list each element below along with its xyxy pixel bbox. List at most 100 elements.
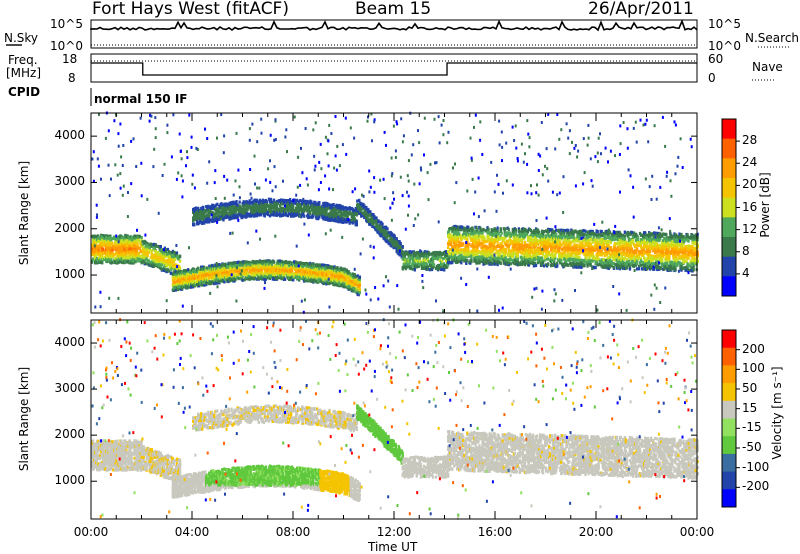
- power-lower-arc: [270, 262, 274, 267]
- power-upper-arc: [289, 198, 292, 202]
- power-lower-arc: [250, 276, 253, 280]
- power-upper-arc: [199, 220, 202, 224]
- power-transition: [164, 255, 167, 259]
- power-transition: [176, 267, 180, 271]
- power-lower-arc: [334, 280, 337, 284]
- power-lower-arc: [357, 293, 360, 297]
- power-upper-arc: [253, 200, 256, 204]
- power-transition: [152, 258, 155, 262]
- power-upper-arc: [275, 205, 279, 209]
- power-main-band-early: [101, 244, 104, 249]
- power-lower-arc: [172, 280, 176, 284]
- power-main-band-early: [138, 254, 141, 258]
- power-upper-arc: [203, 217, 206, 221]
- power-upper-arc: [301, 199, 304, 203]
- power-transition: [160, 267, 163, 271]
- power-main-band-early: [107, 236, 110, 241]
- power-upper-arc: [246, 201, 249, 205]
- power-lower-arc: [187, 270, 190, 274]
- power-lower-arc: [245, 268, 248, 272]
- power-upper-arc: [325, 213, 328, 217]
- power-lower-arc: [327, 266, 330, 270]
- power-upper-arc: [295, 211, 298, 215]
- power-upper-arc: [216, 202, 219, 206]
- power-upper-arc: [236, 203, 239, 207]
- power-upper-arc: [197, 206, 200, 210]
- power-upper-arc: [331, 206, 334, 210]
- power-upper-arc: [292, 207, 295, 211]
- velocity-colorbar-tick-label: 50: [742, 381, 758, 395]
- power-transition: [175, 255, 179, 259]
- power-main-band-early: [122, 240, 125, 244]
- power-main-band-early: [100, 233, 103, 237]
- power-upper-arc: [277, 207, 281, 211]
- power-lower-arc: [315, 277, 318, 281]
- power-upper-arc: [332, 203, 335, 207]
- power-lower-arc: [300, 262, 303, 266]
- power-lower-arc: [189, 270, 192, 274]
- power-main-band-early: [103, 236, 106, 241]
- power-upper-arc: [351, 221, 354, 225]
- station-title: Fort Hays West (fitACF): [92, 0, 289, 19]
- power-upper-arc: [195, 207, 198, 211]
- power-main-band-early: [101, 252, 104, 256]
- power-main-band-early: [105, 234, 108, 238]
- power-upper-arc: [232, 216, 235, 220]
- power-transition: [153, 263, 156, 268]
- power-upper-arc: [298, 209, 301, 213]
- power-lower-arc: [217, 270, 220, 275]
- power-main-band-early: [115, 243, 118, 247]
- power-upper-arc: [255, 214, 258, 218]
- power-lower-arc: [334, 274, 337, 278]
- power-upper-arc: [216, 216, 219, 220]
- power-lower-arc: [203, 283, 206, 287]
- power-lower-arc: [321, 271, 324, 275]
- power-lower-arc: [241, 278, 244, 282]
- power-upper-arc: [258, 207, 261, 211]
- power-lower-arc: [284, 260, 288, 265]
- power-upper-arc: [238, 200, 241, 204]
- power-upper-arc: [253, 198, 256, 202]
- power-lower-arc: [356, 274, 359, 278]
- power-transition: [174, 263, 178, 267]
- noise-tick-low-left: 10^0: [50, 39, 83, 53]
- power-main-band-early: [111, 250, 114, 254]
- power-upper-arc: [276, 201, 280, 205]
- power-upper-arc: [249, 205, 252, 209]
- power-transition: [147, 251, 150, 255]
- power-lower-arc: [307, 271, 310, 275]
- power-lower-arc: [245, 260, 248, 264]
- power-ytick-label: 4000: [54, 128, 85, 143]
- freq-label: Freq.: [8, 53, 38, 67]
- power-lower-arc: [253, 261, 256, 265]
- power-main-band-early: [137, 251, 140, 255]
- power-falling-band: [375, 216, 378, 220]
- power-lower-arc: [222, 270, 225, 274]
- power-upper-arc: [192, 219, 195, 223]
- beam-title: Beam 15: [355, 0, 432, 19]
- power-mid-band: [408, 257, 411, 261]
- power-lower-arc: [246, 262, 249, 266]
- power-upper-arc: [263, 212, 266, 216]
- power-transition: [160, 263, 163, 267]
- power-lower-arc: [178, 279, 182, 283]
- power-upper-arc: [330, 203, 333, 207]
- power-transition: [177, 257, 181, 261]
- power-upper-arc: [281, 198, 285, 202]
- velocity-colorbar-tick-label: -50: [742, 440, 762, 454]
- power-upper-arc: [234, 216, 237, 220]
- power-colorbar-tick-label: 8: [742, 243, 750, 258]
- power-upper-arc: [210, 206, 213, 210]
- power-lower-arc: [189, 272, 192, 276]
- power-lower-arc: [259, 263, 262, 267]
- power-main-band-early: [122, 243, 125, 247]
- power-upper-arc: [214, 214, 217, 218]
- power-colorbar-tick-label: 12: [742, 221, 758, 236]
- power-transition: [155, 262, 158, 267]
- power-lower-arc: [358, 275, 361, 279]
- power-lower-arc: [210, 281, 213, 286]
- power-transition: [173, 257, 177, 261]
- power-upper-arc: [346, 206, 349, 211]
- power-upper-arc: [242, 214, 245, 218]
- power-lower-arc: [258, 260, 261, 264]
